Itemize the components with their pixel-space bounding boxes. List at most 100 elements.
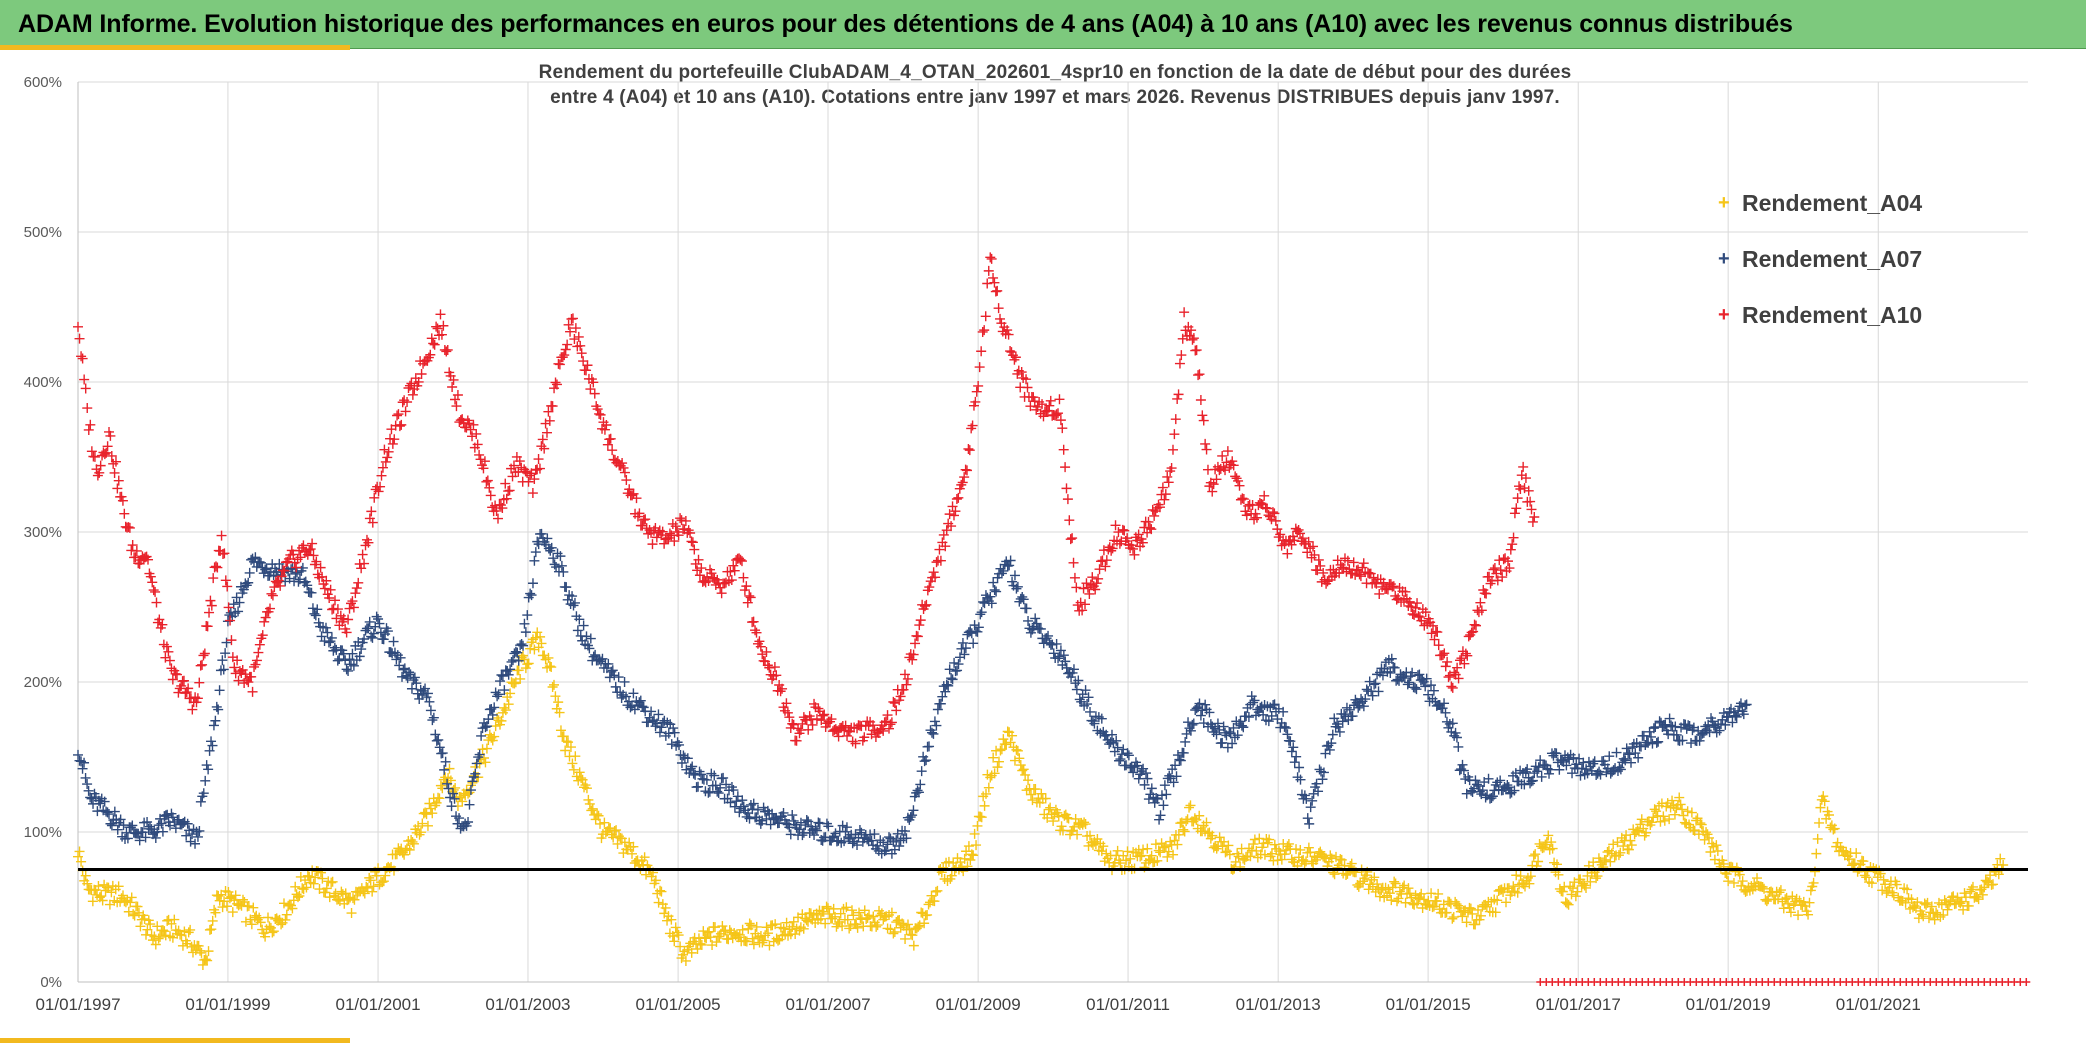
data-point: [326, 632, 337, 643]
data-point: [1241, 510, 1252, 521]
data-point: [1146, 524, 1157, 535]
data-point: [1080, 819, 1091, 830]
data-point: [1546, 837, 1557, 848]
data-point: [993, 756, 1004, 767]
data-point: [1793, 910, 1804, 921]
data-point: [599, 424, 610, 435]
data-point: [1572, 886, 1583, 897]
data-point: [1646, 817, 1657, 828]
data-point: [549, 679, 560, 690]
chart-title-line-1: Rendement du portefeuille ClubADAM_4_OTA…: [538, 62, 1572, 83]
data-point: [1554, 764, 1565, 775]
data-point: [1428, 901, 1439, 912]
data-point: [1457, 911, 1468, 922]
data-point: [471, 758, 482, 769]
data-point: [1372, 879, 1383, 890]
data-point: [991, 586, 1002, 597]
data-point: [1021, 374, 1032, 385]
data-point: [901, 679, 912, 690]
data-point: [1336, 854, 1347, 865]
data-point: [1283, 838, 1294, 849]
data-point: [919, 601, 930, 612]
data-point: [1066, 672, 1077, 683]
data-point: [1194, 810, 1205, 821]
data-point: [1723, 876, 1734, 887]
data-point: [1315, 560, 1326, 571]
data-point: [871, 921, 882, 932]
data-point: [1451, 732, 1462, 743]
data-point: [554, 707, 565, 718]
data-point: [425, 705, 436, 716]
data-point: [1132, 535, 1143, 546]
data-point: [338, 613, 349, 624]
data-point: [560, 344, 571, 355]
data-point: [95, 798, 106, 809]
data-point: [1406, 601, 1417, 612]
legend-item-a07[interactable]: + Rendement_A07: [1718, 231, 1922, 287]
data-point: [448, 374, 459, 385]
data-point: [1400, 897, 1411, 908]
data-point: [1775, 885, 1786, 896]
data-point: [310, 872, 321, 883]
data-point: [501, 493, 512, 504]
data-point: [278, 898, 289, 909]
data-point: [777, 683, 788, 694]
data-point: [1269, 699, 1280, 710]
data-point: [725, 566, 736, 577]
data-point: [1592, 871, 1603, 882]
data-point: [1269, 508, 1280, 519]
data-point: [1172, 750, 1183, 761]
data-point: [1570, 891, 1581, 902]
data-point: [157, 925, 168, 936]
data-point: [1363, 884, 1374, 895]
data-point: [497, 671, 508, 682]
data-point: [226, 635, 237, 646]
data-point: [399, 849, 410, 860]
data-point: [1313, 554, 1324, 565]
data-point: [1160, 841, 1171, 852]
data-point: [869, 829, 880, 840]
data-point: [286, 564, 297, 575]
data-point: [202, 621, 213, 632]
data-point: [365, 875, 376, 886]
legend-item-a10[interactable]: + Rendement_A10: [1718, 287, 1922, 343]
data-point: [1440, 707, 1451, 718]
data-point: [902, 673, 913, 684]
data-point: [1431, 896, 1442, 907]
data-point: [637, 520, 648, 531]
data-point: [109, 806, 120, 817]
data-point: [1636, 814, 1647, 825]
data-point: [1477, 785, 1488, 796]
data-point: [859, 905, 870, 916]
data-point: [946, 673, 957, 684]
data-point: [1411, 684, 1422, 695]
data-point: [201, 760, 212, 771]
data-point: [1053, 408, 1064, 419]
data-point: [845, 920, 856, 931]
data-point: [380, 870, 391, 881]
data-point: [1236, 720, 1247, 731]
data-point: [368, 628, 379, 639]
x-tick-label: 01/01/2011: [1086, 995, 1170, 1014]
data-point: [758, 935, 769, 946]
legend-item-a04[interactable]: + Rendement_A04: [1718, 175, 1922, 231]
data-point: [1025, 401, 1036, 412]
data-point: [1529, 512, 1540, 522]
data-point: [1416, 888, 1427, 899]
data-point: [210, 907, 221, 918]
data-point: [737, 795, 748, 806]
data-point: [696, 939, 707, 950]
data-point: [592, 809, 603, 820]
data-point: [1602, 847, 1613, 858]
data-point: [1200, 699, 1211, 710]
data-point: [1171, 771, 1182, 782]
data-point: [1156, 790, 1167, 801]
data-point: [1878, 874, 1889, 885]
data-point: [1938, 910, 1949, 921]
data-point: [1195, 395, 1206, 406]
data-point: [1333, 722, 1344, 733]
data-point: [260, 931, 271, 942]
data-point: [1275, 529, 1286, 540]
data-point: [154, 614, 165, 625]
